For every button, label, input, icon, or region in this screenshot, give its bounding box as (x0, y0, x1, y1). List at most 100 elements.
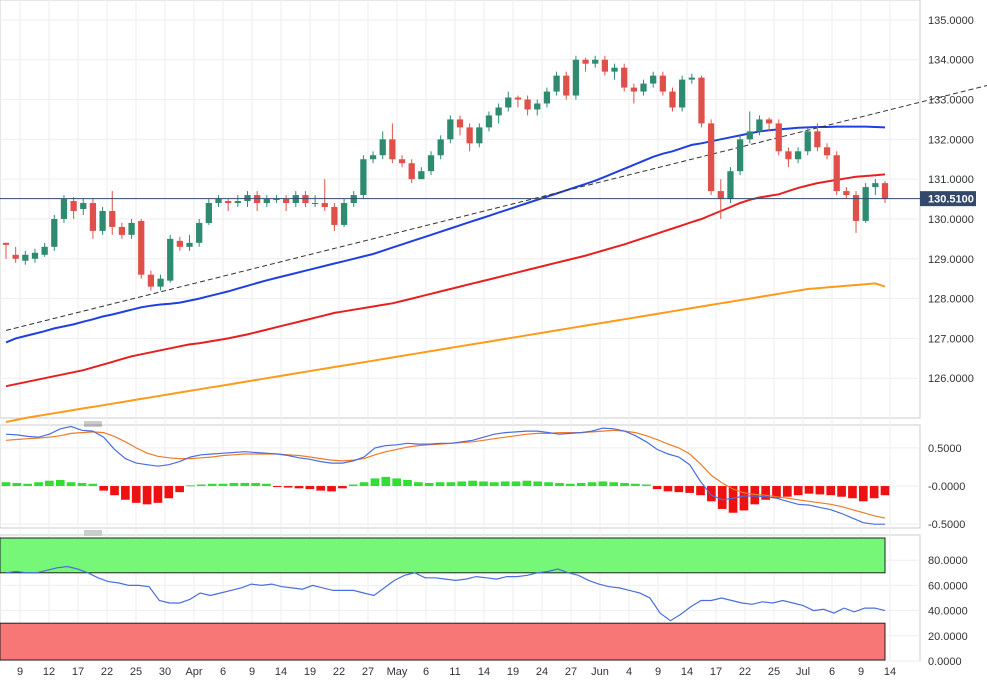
macd-histogram-bar (34, 482, 43, 487)
x-tick-label: 19 (507, 666, 519, 678)
macd-histogram-bar (674, 486, 684, 493)
macd-histogram-bar (641, 484, 651, 487)
candle-body (225, 201, 232, 204)
macd-histogram-bar (500, 481, 510, 487)
macd-histogram-bar (609, 482, 619, 487)
macd-histogram-bar (110, 486, 119, 496)
candle (340, 199, 348, 227)
macd-histogram-bar (229, 482, 239, 487)
macd-histogram-bar (826, 486, 836, 496)
candle (70, 197, 77, 219)
x-tick-label: 30 (159, 666, 171, 678)
candle-body (331, 207, 338, 225)
x-tick-label: 19 (304, 666, 316, 678)
candle-body (138, 220, 145, 275)
candle (785, 147, 792, 168)
macd-histogram-bar (262, 483, 271, 487)
candle-body (427, 155, 435, 172)
candle (22, 250, 29, 265)
candle-body (630, 87, 637, 92)
macd-histogram-bar (272, 486, 282, 488)
candle (833, 151, 840, 196)
macd-histogram-bar (696, 486, 705, 496)
candle-body (823, 147, 831, 156)
candle (756, 115, 763, 136)
x-tick-label: Jul (796, 666, 810, 678)
sma-200-line (5, 282, 886, 423)
x-tick-label: 9 (655, 666, 661, 678)
macd-histogram-bar (240, 482, 250, 487)
moving-averages (5, 84, 987, 423)
macd-histogram-bar (153, 486, 163, 503)
rsi-y-tick-label: 60.0000 (928, 580, 968, 592)
candle-body (157, 278, 164, 287)
candle-body (418, 171, 425, 180)
candle (765, 117, 773, 132)
candle-body (60, 199, 68, 219)
candle (408, 159, 415, 184)
candle (775, 119, 782, 156)
macd-histogram-bar (142, 486, 152, 505)
candle (688, 73, 695, 84)
rsi-indicator (5, 565, 886, 622)
macd-y-tick-label: -0.0000 (928, 481, 965, 493)
candle-body (872, 183, 879, 188)
last-price-badge (920, 191, 976, 207)
macd-histogram-bar (663, 486, 673, 492)
candle-body (12, 254, 19, 259)
macd-histogram-bar (761, 486, 770, 500)
candle (872, 179, 879, 196)
candle-body (640, 83, 647, 92)
candle (881, 181, 889, 204)
candle-body (534, 103, 541, 110)
macd-panel-resize-handle[interactable] (84, 421, 102, 427)
macd-histogram-bar (359, 482, 369, 487)
candle-body (756, 119, 763, 132)
x-tick-label: 22 (333, 666, 345, 678)
candle (51, 214, 58, 251)
candle (360, 155, 367, 200)
candle (611, 63, 618, 80)
candle (2, 242, 10, 259)
candle-body (852, 195, 860, 221)
rsi-overbought-zone (0, 537, 886, 574)
candle-body (707, 123, 715, 192)
candle (514, 95, 522, 108)
x-tick-label: Apr (185, 666, 202, 678)
candle-body (495, 107, 502, 116)
rsi-panel-resize-handle[interactable] (84, 530, 102, 536)
candle-body (379, 139, 386, 156)
macd-histogram-bar (251, 482, 260, 487)
candle-body (843, 191, 850, 196)
macd-histogram-bar (294, 486, 304, 489)
candle-body (263, 199, 270, 204)
candle (456, 115, 464, 136)
candle (707, 119, 715, 196)
macd-histogram-bar (739, 486, 749, 511)
candle (186, 234, 193, 251)
macd-histogram-bar (424, 482, 434, 487)
macd-histogram-bar (848, 486, 857, 499)
candle (215, 195, 222, 208)
x-tick-label: 14 (478, 666, 490, 678)
candle-body (408, 163, 415, 180)
candle (379, 131, 386, 160)
x-tick-label: 27 (565, 666, 577, 678)
last-price-label: 130.5100 (928, 194, 974, 206)
candle (389, 123, 396, 164)
candle-body (186, 242, 193, 247)
candle-body (650, 75, 657, 84)
rsi-zones (0, 537, 886, 661)
candle (679, 75, 686, 112)
candle (31, 248, 39, 263)
candle-body (765, 119, 773, 124)
candle-body (476, 127, 483, 144)
sma-50-line (5, 125, 886, 344)
candle-body (688, 77, 695, 80)
candle-body (234, 201, 241, 204)
macd-histogram-bar (772, 486, 781, 499)
macd-histogram-bar (446, 482, 456, 487)
candle-body (736, 139, 744, 172)
macd-histogram-bar (576, 482, 586, 487)
